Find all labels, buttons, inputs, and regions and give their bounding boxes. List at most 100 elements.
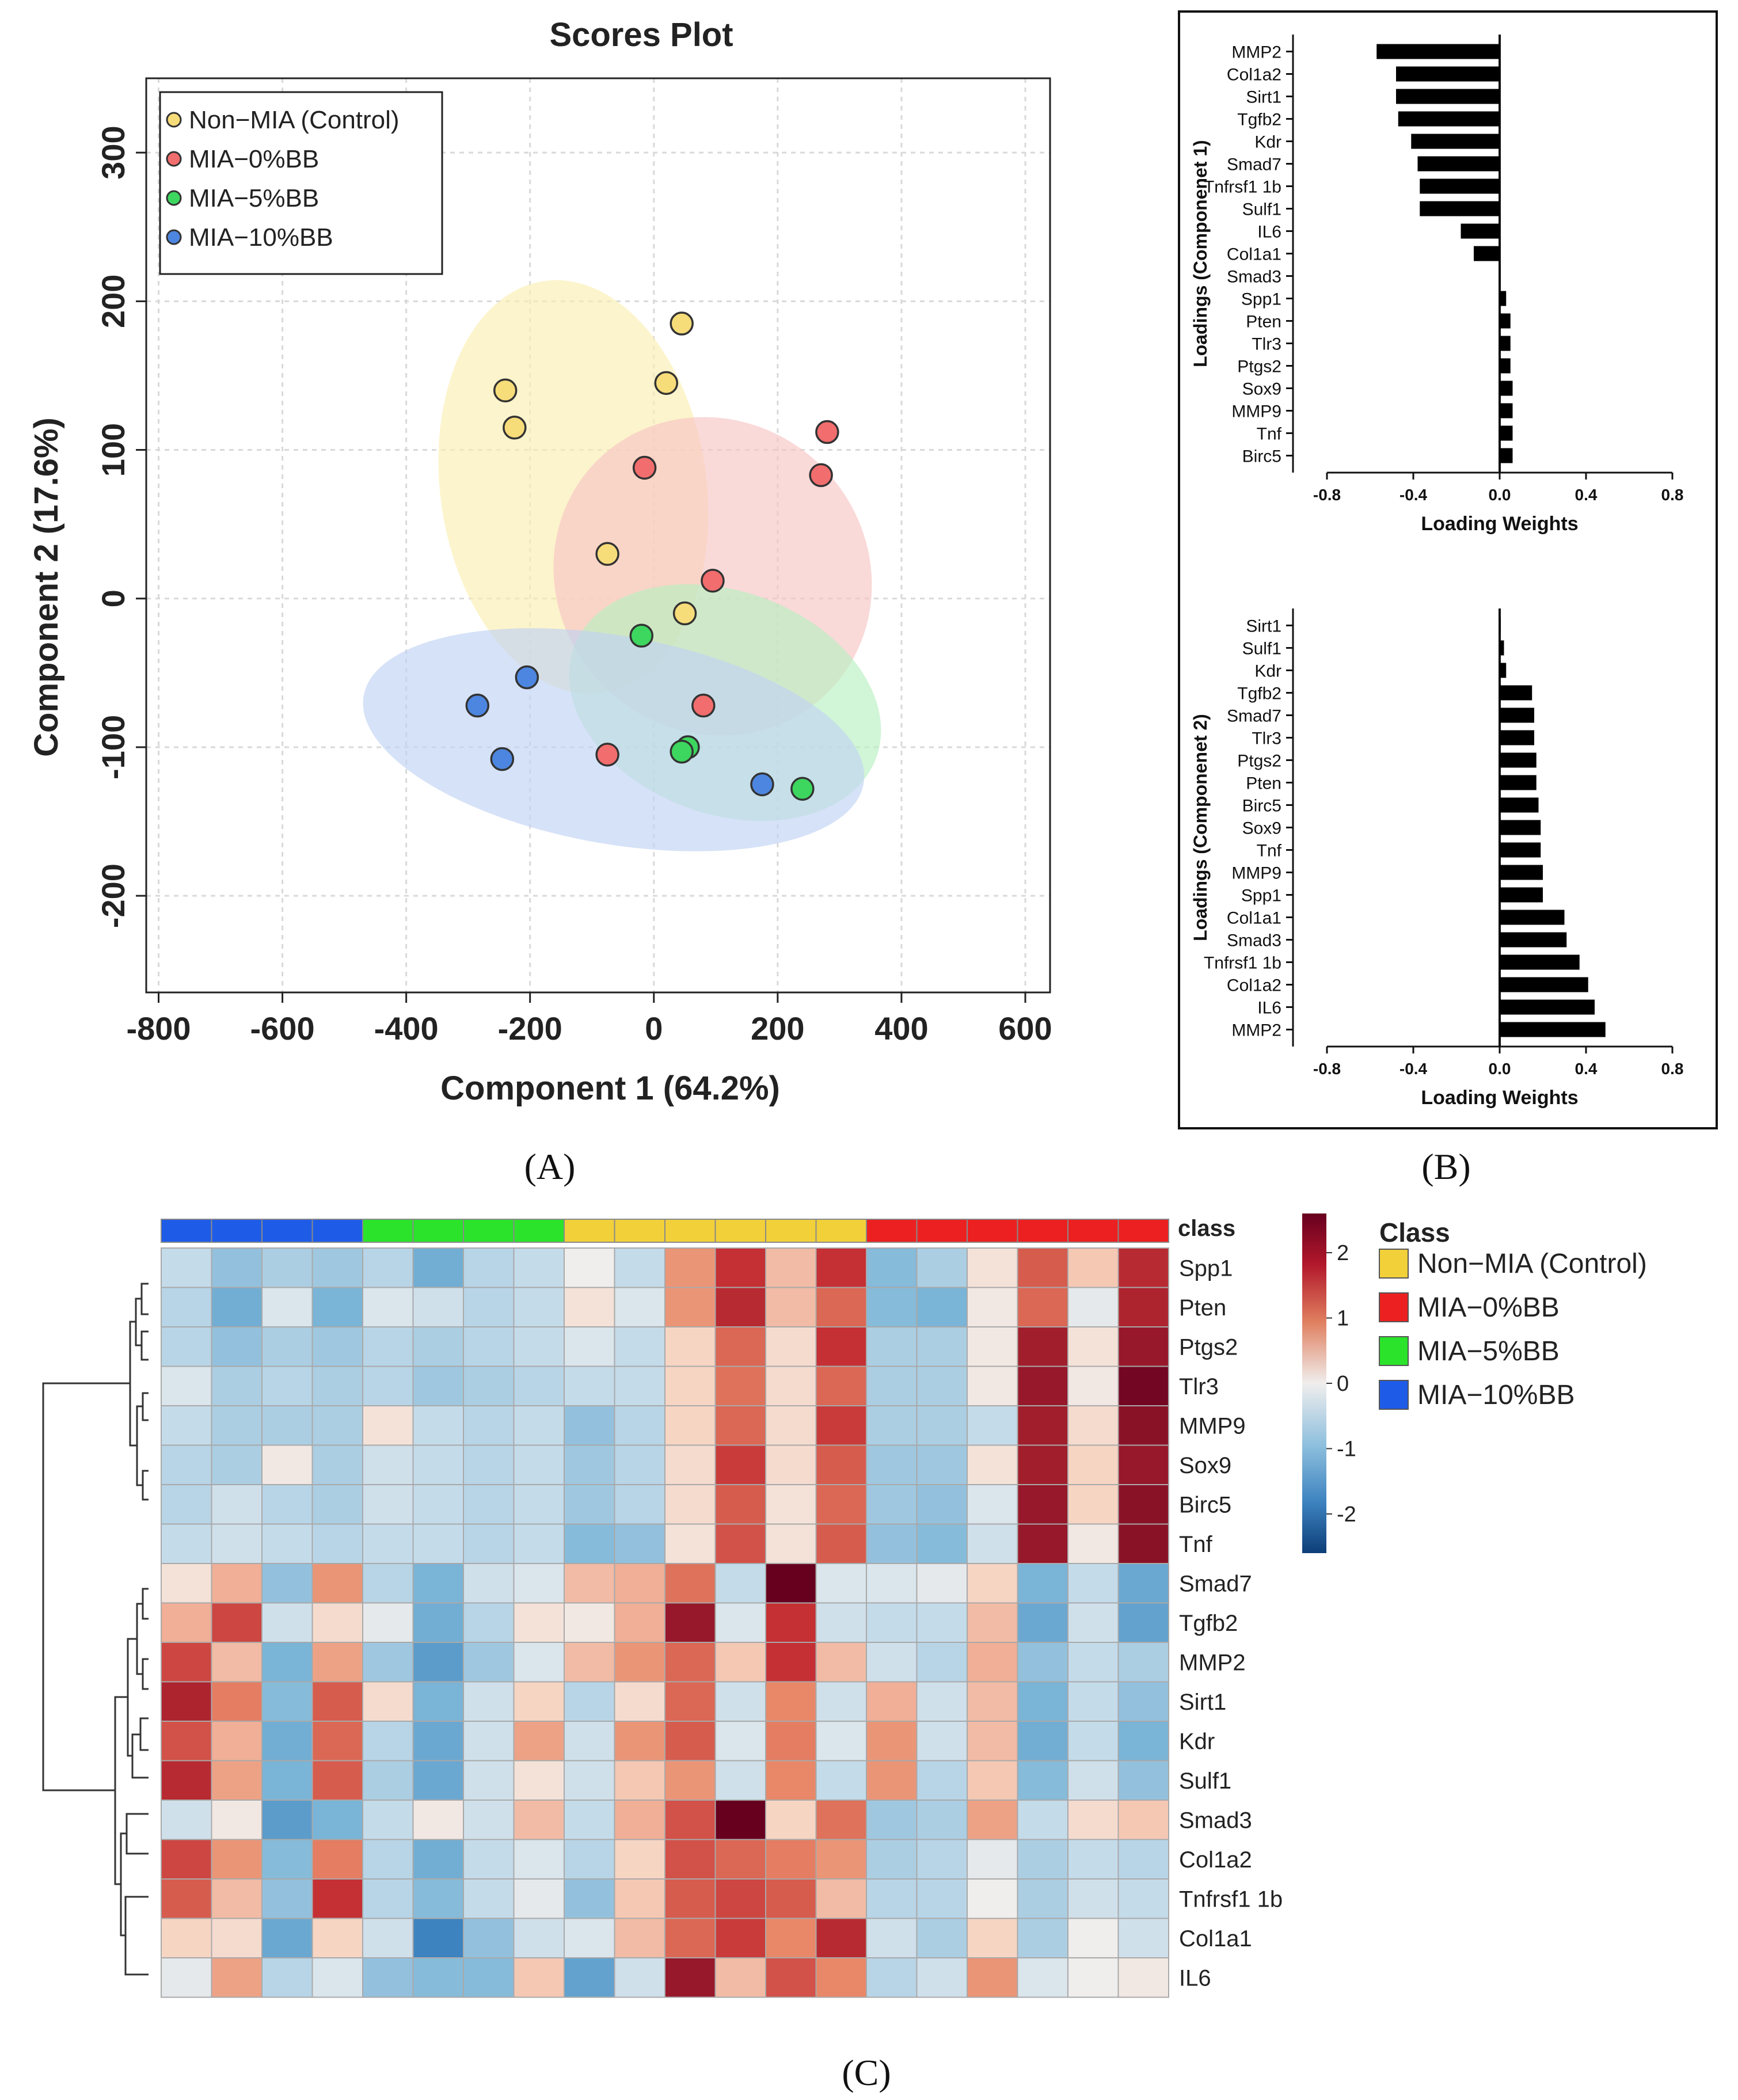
heatmap-cell: [1117, 1484, 1169, 1525]
data-point: [493, 378, 518, 402]
heatmap-cell: [311, 1721, 363, 1762]
legend-marker: [166, 112, 182, 128]
heatmap-cell: [261, 1878, 313, 1919]
dendrogram-branch: [140, 1330, 149, 1361]
heatmap-cell: [261, 1247, 313, 1288]
heatmap-cell: [664, 1957, 716, 1998]
heatmap-cell: [211, 1642, 263, 1683]
heatmap-cell: [362, 1839, 414, 1880]
heatmap-cell: [614, 1247, 665, 1288]
loading-bar: [1500, 663, 1507, 678]
heatmap-cell: [311, 1681, 363, 1722]
class-legend-swatch: [1379, 1292, 1409, 1322]
class-bar-cell: [463, 1219, 515, 1243]
heatmap-cell: [261, 1523, 313, 1564]
dendrogram-branch: [139, 1717, 149, 1751]
heatmap-cell: [1117, 1444, 1169, 1485]
heatmap-cell: [463, 1405, 515, 1446]
heatmap-cell: [362, 1444, 414, 1485]
dendrogram-branch: [142, 1658, 149, 1690]
heatmap-row-label: Sirt1: [1179, 1690, 1226, 1715]
heatmap-cell: [967, 1287, 1018, 1327]
heatmap-cell: [311, 1839, 363, 1880]
heatmap-cell: [1017, 1405, 1068, 1446]
heatmap-cell: [564, 1326, 615, 1367]
heatmap-cell: [412, 1957, 464, 1998]
category-label: MMP9: [1231, 864, 1281, 883]
heatmap-cell: [1067, 1365, 1119, 1406]
heatmap-cell: [1067, 1444, 1119, 1485]
heatmap-cell: [866, 1247, 918, 1288]
category-label: Smad7: [1227, 155, 1281, 174]
y-tick-label: -200: [95, 863, 131, 928]
heatmap-cell: [967, 1878, 1018, 1919]
legend-label: MIA−10%BB: [189, 223, 333, 252]
value-tick-label: -0.8: [1313, 486, 1341, 504]
loading-bar: [1500, 977, 1588, 992]
loading-bar: [1461, 223, 1500, 239]
heatmap-cell: [815, 1800, 867, 1840]
heatmap-cell: [967, 1957, 1018, 1998]
heatmap-cell: [463, 1287, 515, 1327]
scores-legend-box: [159, 91, 443, 275]
heatmap-cell: [1067, 1563, 1119, 1604]
heatmap-cell: [866, 1721, 918, 1762]
loading-bar: [1500, 932, 1567, 948]
heatmap-cell: [1117, 1287, 1169, 1327]
class-bar-cell: [614, 1219, 665, 1243]
category-label: Sox9: [1242, 380, 1281, 399]
heatmap-cell: [765, 1444, 817, 1485]
heatmap-cell: [714, 1681, 766, 1722]
heatmap-cell: [211, 1957, 263, 1998]
class-bar-cell: [664, 1219, 716, 1243]
heatmap-cell: [463, 1444, 515, 1485]
heatmap-cell: [765, 1523, 817, 1564]
data-point: [465, 693, 490, 718]
heatmap-cell: [463, 1602, 515, 1643]
class-bar-cell: [916, 1219, 968, 1243]
category-label: Tnfrsf1 1b: [1204, 178, 1281, 197]
heatmap-cell: [1117, 1523, 1169, 1564]
heatmap-cell: [362, 1247, 414, 1288]
data-point: [654, 371, 679, 395]
loading-bar: [1500, 1022, 1606, 1037]
value-tick-label: -0.4: [1399, 486, 1428, 504]
dendrogram-branch: [142, 1470, 149, 1501]
heatmap-cell: [1017, 1326, 1068, 1367]
heatmap-cell: [1017, 1602, 1068, 1643]
heatmap-cell: [564, 1602, 615, 1643]
heatmap-cell: [161, 1287, 212, 1327]
heatmap-cell: [614, 1642, 665, 1683]
heatmap-cell: [614, 1681, 665, 1722]
heatmap-cell: [866, 1484, 918, 1525]
heatmap-cell: [664, 1681, 716, 1722]
heatmap-cell: [513, 1405, 565, 1446]
heatmap-cell: [211, 1484, 263, 1525]
category-label: Kdr: [1254, 133, 1281, 152]
heatmap-cell: [866, 1878, 918, 1919]
heatmap-cell: [564, 1287, 615, 1327]
heatmap-cell: [513, 1326, 565, 1367]
heatmap-cell: [564, 1405, 615, 1446]
category-label: Sulf1: [1242, 640, 1281, 659]
heatmap-cell: [161, 1563, 212, 1604]
loading-bar: [1500, 425, 1513, 441]
heatmap-cell: [412, 1721, 464, 1762]
heatmap-cell: [362, 1602, 414, 1643]
loading-bar: [1500, 954, 1580, 970]
heatmap-cell: [714, 1957, 766, 1998]
heatmap-cell: [161, 1918, 212, 1958]
heatmap-cell: [815, 1365, 867, 1406]
heatmap-cell: [967, 1681, 1018, 1722]
heatmap-cell: [311, 1365, 363, 1406]
class-bar-cell: [866, 1219, 918, 1243]
heatmap-cell: [916, 1405, 968, 1446]
scores-y-label: Component 2 (17.6%): [28, 417, 65, 757]
heatmap-cell: [1117, 1918, 1169, 1958]
heatmap-cell: [311, 1957, 363, 1998]
class-legend-label: Non−MIA (Control): [1417, 1249, 1647, 1279]
colorbar-tick-label: 2: [1337, 1241, 1349, 1265]
heatmap-cell: [1017, 1365, 1068, 1406]
heatmap-cell: [261, 1760, 313, 1801]
colorbar-tick-label: -1: [1337, 1437, 1356, 1461]
